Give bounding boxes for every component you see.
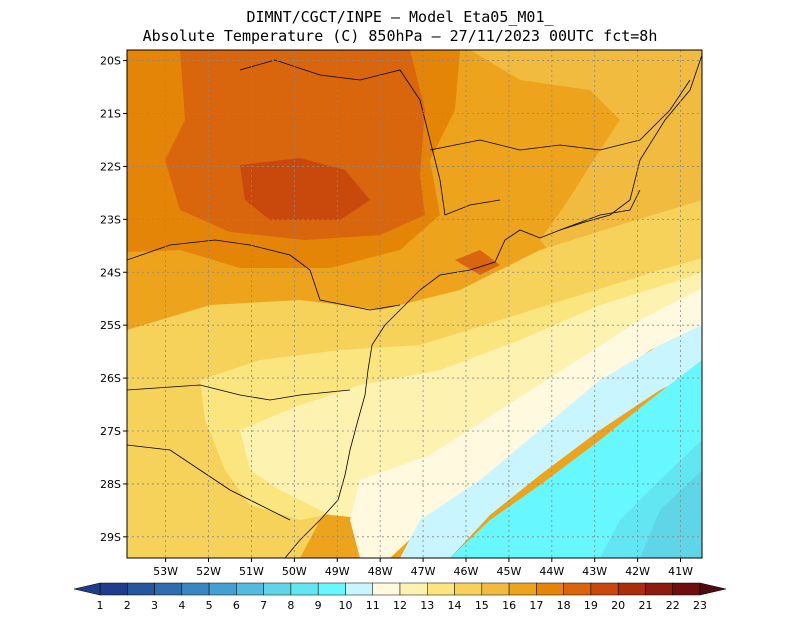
field-band-11 [350, 288, 702, 558]
lon-tick-label: 46W [454, 565, 479, 578]
colorbar-label: 21 [638, 599, 652, 612]
state-border-rj [559, 189, 641, 231]
colorbar-label: 16 [502, 599, 516, 612]
colorbar-swatch [617, 582, 646, 596]
colorbar-label: 13 [420, 599, 434, 612]
colorbar-label: 18 [557, 599, 571, 612]
colorbar-label: 1 [97, 599, 104, 612]
colorbar-label: 14 [448, 599, 462, 612]
lon-tick-label: 44W [539, 565, 564, 578]
colorbar-label: 8 [287, 599, 294, 612]
lon-tick-label: 42W [625, 565, 650, 578]
colorbar-label: 15 [475, 599, 489, 612]
colorbar-label: 5 [206, 599, 213, 612]
field-band-10 [400, 325, 702, 558]
lon-tick-label: 51W [239, 565, 264, 578]
colorbar-label: 12 [393, 599, 407, 612]
map-title-line1: DIMNT/CGCT/INPE – Model Eta05_M01_ [246, 8, 554, 26]
colorbar-swatch [127, 582, 155, 596]
colorbar-label: 7 [260, 599, 267, 612]
lon-tick-label: 48W [368, 565, 393, 578]
lon-tick-label: 43W [582, 565, 607, 578]
lat-tick-label: 27S [100, 425, 121, 438]
colorbar-swatch [590, 582, 619, 596]
state-border-sp [239, 59, 501, 216]
coastline [284, 54, 702, 558]
colorbar-swatch [508, 582, 537, 596]
colorbar-swatch [317, 582, 346, 596]
lat-tick-label: 29S [100, 531, 121, 544]
map-frame [126, 49, 703, 559]
colorbar-swatch [563, 582, 592, 596]
field-band-12 [240, 272, 702, 520]
lon-tick-label: 49W [325, 565, 350, 578]
colorbar-label: 20 [611, 599, 625, 612]
field-band-19 [240, 158, 370, 220]
colorbar-swatch [99, 582, 128, 596]
colorbar-label: 9 [315, 599, 322, 612]
lat-tick-label: 24S [100, 266, 121, 279]
lon-tick-label: 47W [411, 565, 436, 578]
lat-tick-label: 28S [100, 478, 121, 491]
lat-tick-label: 22S [100, 160, 121, 173]
lon-tick-label: 53W [153, 565, 178, 578]
map-title-line2: Absolute Temperature (C) 850hPa – 27/11/… [142, 27, 658, 45]
colorbar-swatch [454, 582, 483, 596]
colorbar-swatch [236, 582, 264, 596]
colorbar-swatch [427, 582, 455, 596]
lat-lon-grid [127, 50, 702, 558]
colorbar-swatch [290, 582, 319, 596]
colorbar-label: 19 [584, 599, 598, 612]
lat-tick-labels: 20S 21S 22S 23S 24S 25S 26S 27S 28S 29S [100, 55, 127, 544]
field-band-15-ne [470, 50, 702, 270]
colorbar-label: 4 [178, 599, 185, 612]
lat-tick-label: 26S [100, 372, 121, 385]
colorbar: 1 2 3 4 5 6 7 8 9 10 11 12 13 14 15 16 17 18 19 20 21 22 23 [73, 582, 727, 612]
colorbar-label: 6 [233, 599, 240, 612]
colorbar-swatch [372, 582, 401, 596]
colorbar-label: 10 [338, 599, 352, 612]
colorbar-label: 11 [366, 599, 380, 612]
coastline-and-borders [127, 54, 702, 558]
lon-tick-label: 52W [196, 565, 221, 578]
colorbar-swatch [481, 582, 510, 596]
colorbar-swatch [536, 582, 564, 596]
lat-tick-label: 25S [100, 319, 121, 332]
lat-tick-label: 21S [100, 108, 121, 121]
colorbar-high-arrow [699, 582, 727, 596]
lon-tick-labels: 53W 52W 51W 50W 49W 48W 47W 46W 45W 44W 43W 42W 41W [153, 558, 693, 578]
lat-tick-label: 20S [100, 55, 121, 68]
state-border-pr [127, 239, 401, 311]
temperature-field [127, 50, 702, 558]
state-border-sc [127, 384, 351, 401]
colorbar-swatch [208, 582, 237, 596]
colorbar-label: 23 [693, 599, 707, 612]
colorbar-label: 3 [151, 599, 158, 612]
colorbar-label: 17 [529, 599, 543, 612]
colorbar-label: 2 [124, 599, 131, 612]
colorbar-swatch [672, 582, 701, 596]
colorbar-label: 22 [666, 599, 680, 612]
lat-tick-label: 23S [100, 213, 121, 226]
field-band-7 [640, 470, 702, 558]
colorbar-swatch [181, 582, 210, 596]
lon-tick-label: 41W [668, 565, 693, 578]
colorbar-swatch [263, 582, 292, 596]
colorbar-swatch [345, 582, 373, 596]
colorbar-low-arrow [73, 582, 101, 596]
state-border-mg [429, 79, 691, 151]
country-border [127, 444, 291, 521]
lon-tick-label: 50W [282, 565, 307, 578]
colorbar-swatch [399, 582, 428, 596]
colorbar-swatch [645, 582, 673, 596]
lon-tick-label: 45W [496, 565, 521, 578]
colorbar-swatch [154, 582, 183, 596]
